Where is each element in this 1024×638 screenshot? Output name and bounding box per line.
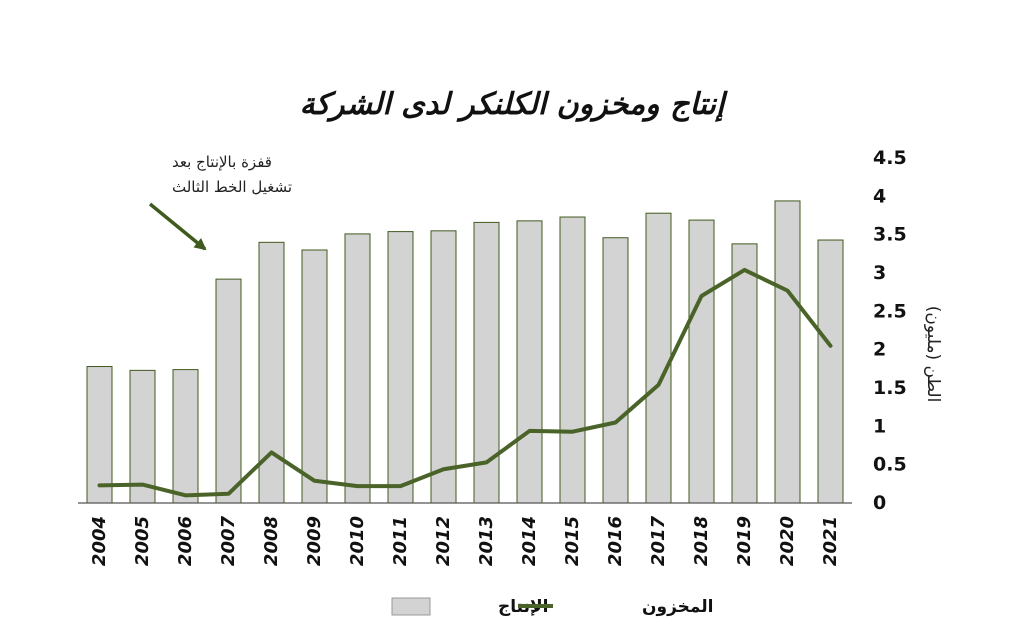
y-tick-label-3: 3 (873, 262, 886, 284)
x-tick-label-2010: 2010 (347, 516, 368, 566)
bar-production-2014 (516, 220, 543, 504)
x-tick-label-2020: 2020 (777, 516, 798, 566)
x-tick-label-2017: 2017 (648, 515, 669, 566)
x-tick-label-2004: 2004 (89, 516, 110, 566)
x-tick-label-2015: 2015 (562, 516, 583, 566)
y-tick-label-4: 4 (873, 185, 886, 207)
bar-production-2019 (731, 243, 758, 504)
legend-swatch-production (391, 597, 431, 616)
y-tick-label-2.5: 2.5 (873, 300, 907, 322)
legend-label-stock: المخزون (642, 597, 714, 617)
bars-layer (86, 200, 844, 504)
bar-production-2009 (301, 249, 328, 504)
annotation-line-1: قفزة بالإنتاج بعد (172, 153, 272, 172)
x-tick-label-2007: 2007 (218, 515, 239, 566)
annotation-arrow (148, 202, 207, 251)
bar-production-2012 (430, 230, 457, 504)
bar-production-2017 (645, 212, 672, 504)
y-tick-label-1: 1 (873, 415, 886, 437)
x-tick-label-2006: 2006 (175, 516, 196, 566)
x-tick-label-2013: 2013 (476, 516, 497, 566)
y-axis-label: الطن (مليون) (923, 306, 943, 403)
line-stock (97, 267, 833, 498)
x-tick-label-2019: 2019 (734, 516, 755, 566)
bar-production-2005 (129, 369, 156, 504)
x-tick-labels: 2004 2005 2006 2007 2008 2009 2010 2011 2012 2013… (89, 515, 841, 566)
x-tick-label-2005: 2005 (132, 516, 153, 566)
stock-line-layer (97, 267, 833, 498)
y-tick-label-1.5: 1.5 (873, 377, 907, 399)
bar-production-2018 (688, 219, 715, 504)
y-tick-label-3.5: 3.5 (873, 224, 907, 246)
bar-production-2007 (215, 278, 242, 504)
y-tick-labels: 0 0.5 1 1.5 2 2.5 3 3.5 4 4.5 (873, 147, 907, 514)
x-tick-label-2008: 2008 (261, 516, 282, 566)
x-tick-label-2014: 2014 (519, 516, 540, 566)
x-tick-label-2009: 2009 (304, 516, 325, 566)
bar-production-2016 (602, 237, 629, 504)
x-tick-label-2016: 2016 (605, 516, 626, 566)
x-tick-label-2018: 2018 (691, 516, 712, 566)
bar-production-2006 (172, 369, 199, 504)
bar-production-2020 (774, 200, 801, 504)
annotation: قفزة بالإنتاج بعد تشغيل الخط الثالث (148, 153, 292, 251)
y-tick-label-0.5: 0.5 (873, 454, 907, 476)
x-tick-label-2021: 2021 (820, 516, 841, 566)
bar-production-2010 (344, 233, 371, 504)
y-tick-label-2: 2 (873, 339, 886, 361)
legend: الإنتاج المخزون (391, 597, 714, 617)
x-tick-label-2011: 2011 (390, 516, 411, 566)
bar-production-2008 (258, 241, 285, 504)
bar-production-2015 (559, 216, 586, 504)
bar-production-2004 (86, 366, 113, 504)
bar-production-2011 (387, 231, 414, 504)
bar-production-2021 (817, 239, 844, 504)
annotation-line-2: تشغيل الخط الثالث (172, 178, 292, 196)
x-tick-label-2012: 2012 (433, 516, 454, 566)
y-tick-label-0: 0 (873, 492, 886, 514)
chart-title: إنتاج ومخزون الكلنكر لدى الشركة (300, 87, 728, 122)
y-tick-label-4.5: 4.5 (873, 147, 907, 169)
